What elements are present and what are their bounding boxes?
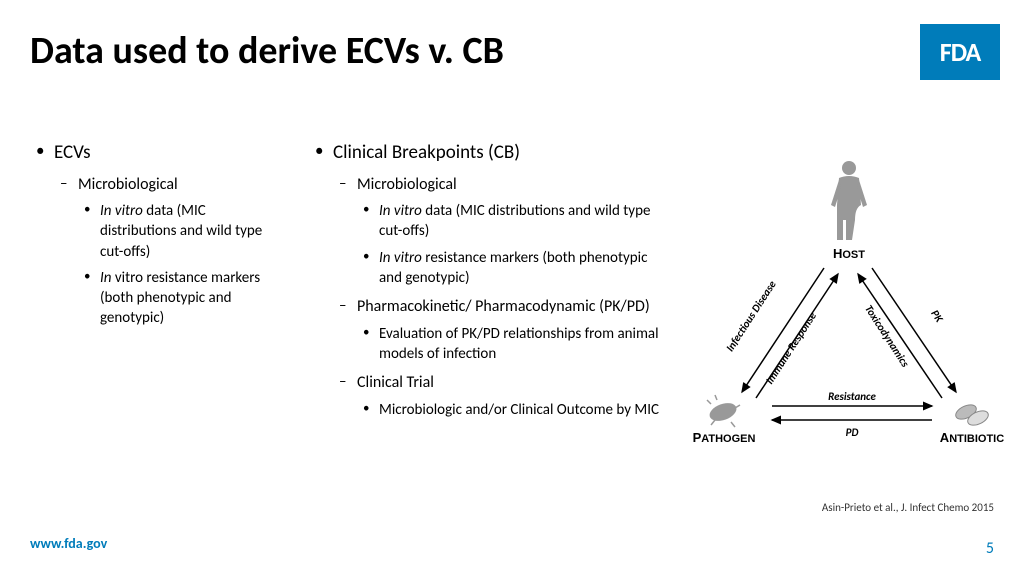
fda-logo: FDA — [920, 24, 1000, 80]
list-item: ECVs Microbiological In vitro data (MIC d… — [30, 140, 285, 329]
svg-text:PK: PK — [928, 308, 946, 326]
column-cb: Clinical Breakpoints (CB) Microbiologica… — [309, 140, 669, 428]
list-item: Microbiological In vitro data (MIC distri… — [54, 174, 285, 329]
svg-text:Infectious Disease: Infectious Disease — [723, 278, 779, 354]
col1-sub: Microbiological In vitro data (MIC distri… — [54, 174, 285, 329]
col1-heading: ECVs — [54, 141, 91, 164]
list-item: In vitro resistance markers (both phenot… — [78, 268, 285, 329]
col2-heading: Clinical Breakpoints (CB) — [333, 141, 520, 164]
slide-title: Data used to derive ECVs v. CB — [30, 28, 504, 74]
sub-heading: Microbiological — [78, 175, 178, 194]
list-item: Evaluation of PK/PD relationships from a… — [357, 324, 669, 365]
content-columns: ECVs Microbiological In vitro data (MIC d… — [30, 140, 670, 428]
sub-heading: Pharmacokinetic/ Pharmacodynamic (PK/PD) — [357, 297, 650, 316]
svg-text:PD: PD — [846, 426, 859, 439]
svg-text:HOST: HOST — [833, 246, 865, 261]
list-item: Clinical Breakpoints (CB) Microbiologica… — [309, 140, 669, 420]
sub-heading: Clinical Trial — [357, 373, 434, 392]
citation-text: Asin-Prieto et al., J. Infect Chemo 2015 — [822, 501, 994, 514]
col2-sub: Microbiological In vitro data (MIC distri… — [333, 174, 669, 421]
column-ecvs: ECVs Microbiological In vitro data (MIC d… — [30, 140, 285, 428]
list-item: In vitro resistance markers (both phenot… — [357, 248, 669, 289]
svg-text:Toxicodynamics: Toxicodynamics — [862, 303, 912, 370]
list-item: Microbiological In vitro data (MIC distri… — [333, 174, 669, 289]
page-number: 5 — [986, 539, 994, 558]
list-item: Clinical Trial Microbiologic and/or Clini… — [333, 372, 669, 420]
svg-text:ANTIBIOTIC: ANTIBIOTIC — [940, 430, 1004, 445]
svg-text:Resistance: Resistance — [828, 390, 876, 403]
footer-url: www.fda.gov — [30, 535, 107, 552]
list-item: In vitro data (MIC distributions and wil… — [78, 201, 285, 262]
list-item: In vitro data (MIC distributions and wil… — [357, 201, 669, 242]
sub-heading: Microbiological — [357, 175, 457, 194]
triangle-diagram: HOST PATHOGEN ANTIBIOTIC Infectious Dise… — [684, 140, 1014, 470]
svg-text:PATHOGEN: PATHOGEN — [693, 430, 756, 445]
list-item: Pharmacokinetic/ Pharmacodynamic (PK/PD)… — [333, 296, 669, 364]
list-item: Microbiologic and/or Clinical Outcome by… — [357, 400, 669, 420]
